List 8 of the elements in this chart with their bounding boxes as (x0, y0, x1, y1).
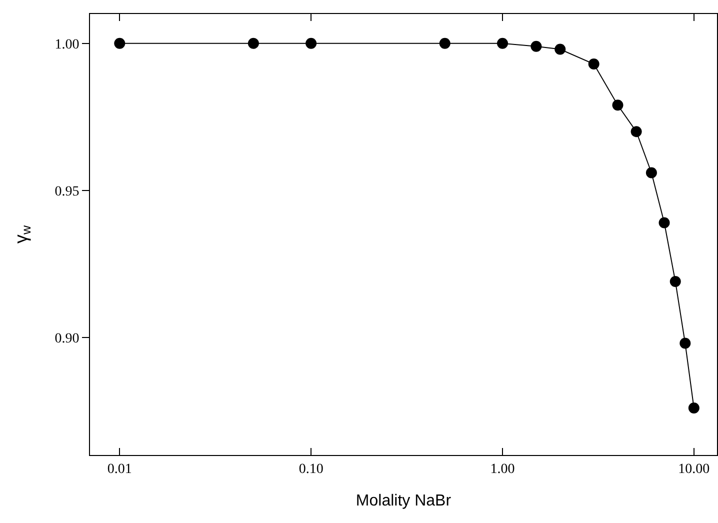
x-tick-label: 0.01 (107, 462, 132, 477)
x-tick-label: 0.10 (298, 462, 324, 477)
x-tick-label: 10.00 (678, 462, 710, 477)
y-tick-label: 1.00 (54, 37, 80, 52)
y-tick-label: 0.95 (54, 184, 80, 200)
x-tick-label: 1.00 (490, 462, 515, 477)
y-tick-label: 0.90 (54, 331, 80, 346)
x-axis-title: Molality NaBr (356, 492, 452, 510)
